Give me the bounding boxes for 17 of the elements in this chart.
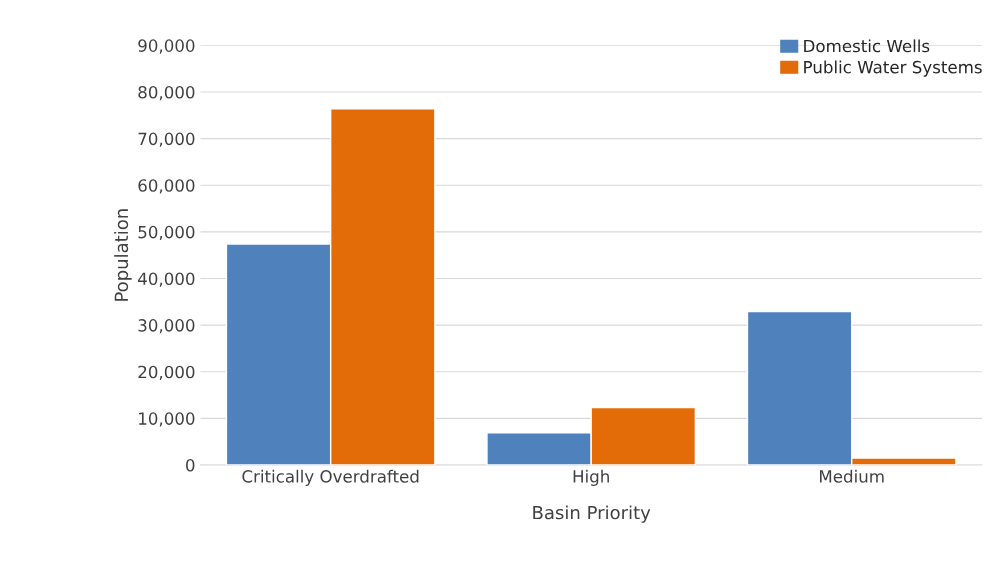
y-tick-label: 80,000 — [138, 85, 195, 101]
legend-label: Domestic Wells — [804, 39, 930, 53]
x-tick-label: High — [573, 469, 609, 486]
y-tick-label: 20,000 — [138, 365, 195, 380]
y-axis-title: Population — [114, 209, 132, 301]
x-tick-label: Critically Overdrafted — [242, 469, 419, 486]
legend-label: Public Water Systems — [804, 60, 982, 77]
y-tick-label: 10,000 — [139, 412, 195, 427]
y-tick-label: 40,000 — [138, 272, 195, 287]
y-tick-label: 0 — [186, 458, 195, 472]
y-tick-label: 30,000 — [138, 319, 195, 334]
y-tick-label: 60,000 — [138, 179, 195, 194]
y-tick-label: 70,000 — [138, 132, 195, 147]
y-tick-label: 50,000 — [138, 225, 195, 241]
x-tick-label: Medium — [820, 469, 884, 483]
x-axis-title: Basin Priority — [533, 505, 651, 523]
y-tick-label: 90,000 — [138, 39, 195, 54]
